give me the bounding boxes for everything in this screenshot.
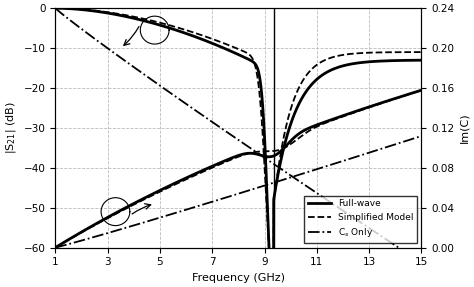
Y-axis label: Im(C): Im(C) (460, 113, 470, 143)
Y-axis label: |S$_{21}$| (dB): |S$_{21}$| (dB) (4, 101, 18, 154)
X-axis label: Frequency (GHz): Frequency (GHz) (192, 273, 285, 283)
Legend: Full-wave, Simplified Model, C$_s$ Only: Full-wave, Simplified Model, C$_s$ Only (304, 196, 417, 243)
